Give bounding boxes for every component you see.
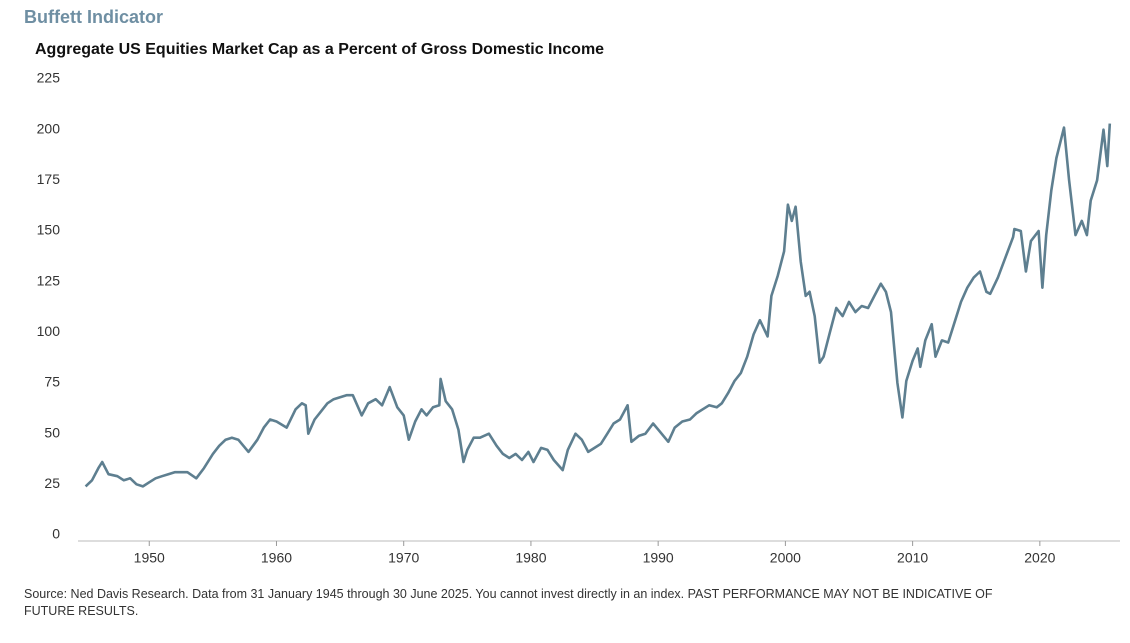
x-tick-label: 1970 [388, 550, 419, 566]
x-tick-label: 1990 [643, 550, 674, 566]
y-tick-label: 50 [44, 424, 60, 440]
y-tick-label: 150 [37, 222, 61, 238]
y-tick-label: 225 [37, 70, 61, 86]
x-tick-label: 1960 [261, 550, 292, 566]
y-tick-label: 25 [44, 475, 60, 491]
source-note: Source: Ned Davis Research. Data from 31… [24, 587, 993, 618]
data-line [84, 123, 1112, 488]
x-tick-label: 2000 [770, 550, 801, 566]
y-tick-label: 75 [44, 374, 60, 390]
chart-title: Buffett Indicator [24, 7, 163, 27]
y-tick-label: 0 [52, 526, 60, 542]
y-tick-label: 100 [37, 323, 61, 339]
x-tick-label: 1980 [515, 550, 546, 566]
y-tick-label: 200 [37, 120, 61, 136]
x-tick-label: 2020 [1024, 550, 1055, 566]
x-tick-label: 1950 [134, 550, 165, 566]
chart-subtitle: Aggregate US Equities Market Cap as a Pe… [35, 41, 604, 58]
x-tick-label: 2010 [897, 550, 928, 566]
y-tick-label: 175 [37, 171, 61, 187]
y-tick-label: 125 [37, 272, 61, 288]
